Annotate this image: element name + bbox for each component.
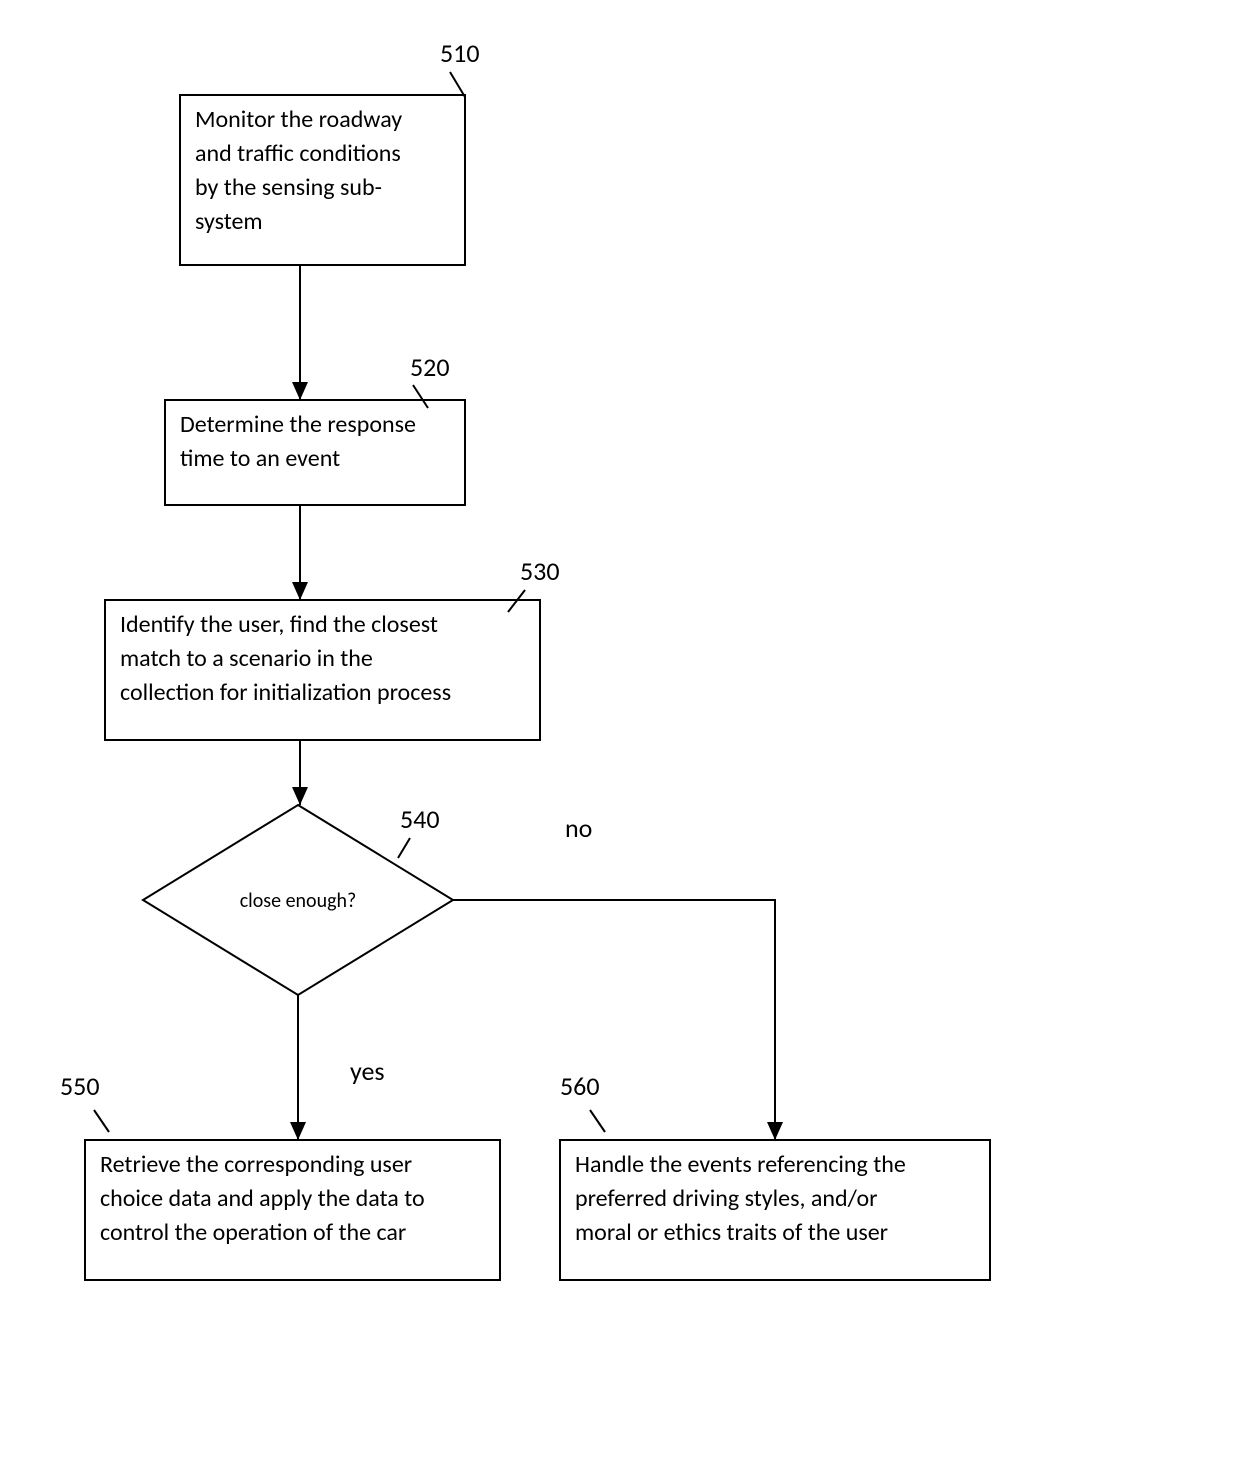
edge-label-e540_560: no — [565, 812, 592, 844]
node-text-n560-0: Handle the events referencing the — [575, 1150, 906, 1179]
ref-label-n520: 520 — [410, 351, 450, 383]
ref-label-n510: 510 — [440, 37, 480, 69]
node-text-n530-2: collection for initialization process — [120, 678, 451, 707]
node-text-n540: close enough? — [240, 889, 357, 913]
ref-label-n540: 540 — [400, 803, 440, 835]
node-text-n510-3: system — [195, 207, 263, 236]
node-text-n560-1: preferred driving styles, and/or — [575, 1184, 877, 1213]
node-text-n550-0: Retrieve the corresponding user — [100, 1150, 412, 1179]
canvas-bg — [0, 0, 1240, 1471]
flowchart-canvas: Monitor the roadway and traffic condition… — [0, 0, 1240, 1471]
node-text-n510-0: Monitor the roadway — [195, 105, 402, 134]
node-text-n510-2: by the sensing sub- — [195, 173, 382, 202]
node-text-n550-1: choice data and apply the data to — [100, 1184, 425, 1213]
edge-label-e540_550: yes — [350, 1055, 385, 1087]
node-text-n510-1: and traffic conditions — [195, 139, 401, 168]
node-text-n520-1: time to an event — [180, 444, 340, 473]
node-text-n560-2: moral or ethics traits of the user — [575, 1218, 888, 1247]
ref-label-n530: 530 — [520, 555, 560, 587]
ref-label-n560: 560 — [560, 1070, 600, 1102]
node-text-n550-2: control the operation of the car — [100, 1218, 406, 1247]
ref-label-n550: 550 — [60, 1070, 100, 1102]
node-text-n530-0: Identify the user, find the closest — [120, 610, 438, 639]
node-text-n530-1: match to a scenario in the — [120, 644, 373, 673]
node-text-n520-0: Determine the response — [180, 410, 416, 439]
